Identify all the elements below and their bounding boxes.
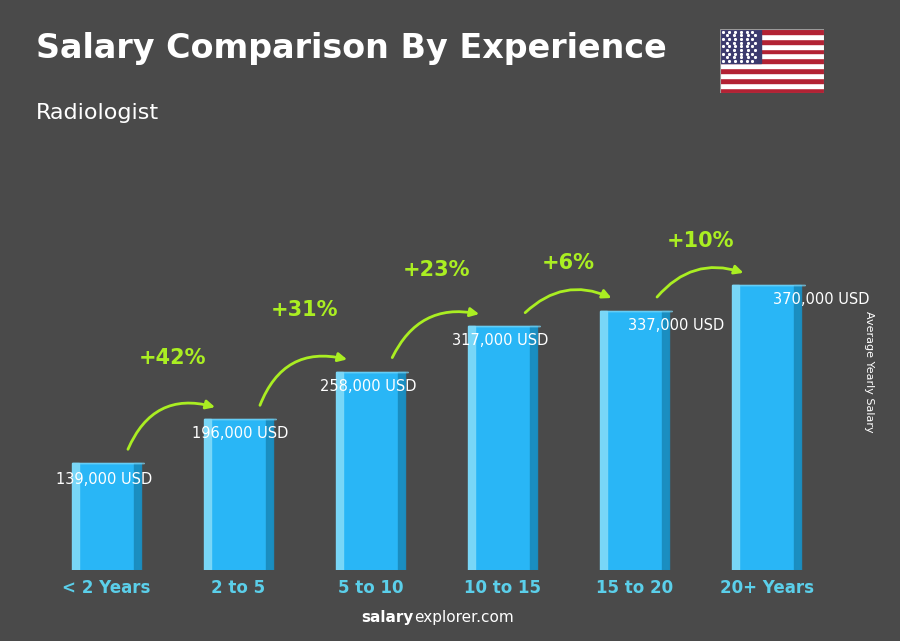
Bar xyxy=(720,88,824,93)
FancyArrowPatch shape xyxy=(392,308,476,358)
Bar xyxy=(720,69,824,73)
FancyArrowPatch shape xyxy=(128,401,212,449)
Bar xyxy=(720,29,761,63)
Bar xyxy=(720,29,824,34)
Bar xyxy=(204,419,273,570)
Bar xyxy=(733,285,739,570)
Text: 139,000 USD: 139,000 USD xyxy=(56,472,152,487)
Bar xyxy=(134,463,140,570)
Text: 258,000 USD: 258,000 USD xyxy=(320,379,417,394)
Bar xyxy=(600,311,669,570)
Text: +6%: +6% xyxy=(542,253,595,274)
Bar xyxy=(72,463,79,570)
Bar xyxy=(720,38,824,44)
FancyArrowPatch shape xyxy=(657,266,741,297)
Text: salary: salary xyxy=(362,610,414,625)
Bar xyxy=(398,372,405,570)
Bar xyxy=(336,372,405,570)
Bar xyxy=(468,326,537,570)
Text: Average Yearly Salary: Average Yearly Salary xyxy=(863,311,874,433)
Bar xyxy=(720,78,824,83)
Bar xyxy=(794,285,801,570)
Text: explorer.com: explorer.com xyxy=(414,610,514,625)
Text: +31%: +31% xyxy=(271,300,338,320)
Bar xyxy=(72,463,140,570)
Bar xyxy=(720,49,824,53)
Bar xyxy=(720,63,824,69)
Bar xyxy=(720,83,824,88)
Bar xyxy=(600,311,608,570)
Bar xyxy=(720,44,824,49)
Bar xyxy=(662,311,669,570)
Text: 317,000 USD: 317,000 USD xyxy=(453,333,549,348)
Bar xyxy=(530,326,537,570)
FancyArrowPatch shape xyxy=(260,354,344,405)
Bar xyxy=(733,285,801,570)
Text: Salary Comparison By Experience: Salary Comparison By Experience xyxy=(36,32,667,65)
Text: +10%: +10% xyxy=(667,231,734,251)
Bar xyxy=(336,372,343,570)
FancyArrowPatch shape xyxy=(526,290,608,313)
Bar xyxy=(266,419,273,570)
Text: 196,000 USD: 196,000 USD xyxy=(192,426,289,442)
Text: +42%: +42% xyxy=(139,348,206,368)
Bar xyxy=(720,73,824,78)
Bar xyxy=(720,58,824,63)
Text: 337,000 USD: 337,000 USD xyxy=(628,318,724,333)
Text: Radiologist: Radiologist xyxy=(36,103,159,122)
Bar xyxy=(720,53,824,58)
Bar xyxy=(204,419,211,570)
Bar xyxy=(468,326,475,570)
Text: 370,000 USD: 370,000 USD xyxy=(773,292,869,307)
Text: +23%: +23% xyxy=(403,260,471,280)
Bar xyxy=(720,34,824,38)
